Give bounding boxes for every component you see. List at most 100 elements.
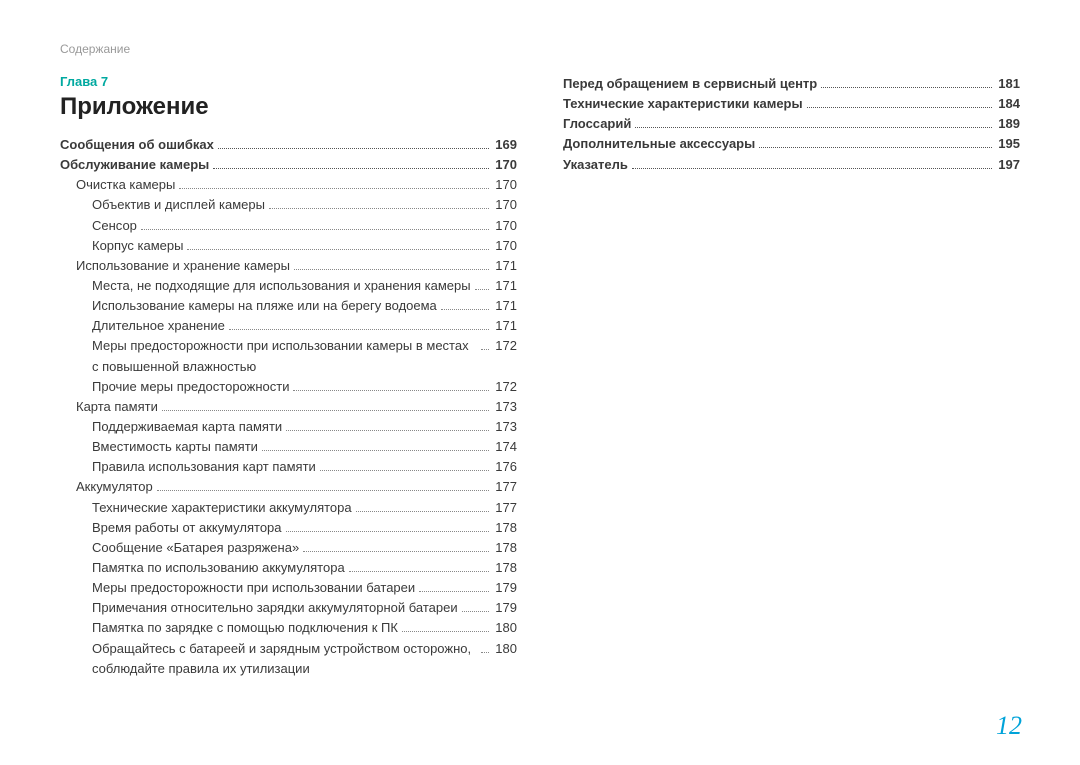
toc-dot-leader bbox=[349, 571, 490, 572]
toc-dot-leader bbox=[462, 611, 490, 612]
toc-entry-label: Обслуживание камеры bbox=[60, 155, 209, 175]
toc-entry[interactable]: Дополнительные аксессуары 195 bbox=[563, 134, 1020, 154]
toc-entry[interactable]: Сообщение «Батарея разряжена» 178 bbox=[60, 538, 517, 558]
toc-entry[interactable]: Сенсор 170 bbox=[60, 216, 517, 236]
toc-columns: Глава 7 Приложение Сообщения об ошибках1… bbox=[60, 74, 1020, 679]
toc-entry-page: 179 bbox=[493, 598, 517, 618]
toc-entry-page: 176 bbox=[493, 457, 517, 477]
toc-entry-page: 172 bbox=[493, 377, 517, 397]
toc-entry[interactable]: Глоссарий189 bbox=[563, 114, 1020, 134]
toc-entry[interactable]: Обращайтесь с батареей и зарядным устрой… bbox=[60, 639, 517, 679]
chapter-label: Глава 7 bbox=[60, 74, 517, 89]
toc-entry[interactable]: Поддерживаемая карта памяти173 bbox=[60, 417, 517, 437]
toc-dot-leader bbox=[294, 269, 489, 270]
toc-entry-page: 170 bbox=[493, 216, 517, 236]
toc-entry-label: Аккумулятор bbox=[76, 477, 153, 497]
toc-entry[interactable]: Длительное хранение171 bbox=[60, 316, 517, 336]
breadcrumb: Содержание bbox=[60, 42, 1020, 56]
toc-list-left: Сообщения об ошибках169Обслуживание каме… bbox=[60, 135, 517, 679]
toc-entry-label: Дополнительные аксессуары bbox=[563, 134, 755, 154]
toc-entry-page: 171 bbox=[493, 256, 517, 276]
toc-dot-leader bbox=[759, 147, 992, 148]
toc-entry-page: 195 bbox=[996, 134, 1020, 154]
page-number: 12 bbox=[996, 711, 1022, 741]
toc-entry[interactable]: Места, не подходящие для использования и… bbox=[60, 276, 517, 296]
toc-entry[interactable]: Карта памяти173 bbox=[60, 397, 517, 417]
toc-dot-leader bbox=[229, 329, 489, 330]
toc-list-right: Перед обращением в сервисный центр181Тех… bbox=[563, 74, 1020, 175]
toc-dot-leader bbox=[821, 87, 992, 88]
toc-entry[interactable]: Обслуживание камеры170 bbox=[60, 155, 517, 175]
toc-entry-page: 178 bbox=[493, 518, 517, 538]
toc-entry[interactable]: Технические характеристики камеры184 bbox=[563, 94, 1020, 114]
toc-entry-page: 169 bbox=[493, 135, 517, 155]
toc-entry-label: Сообщение «Батарея разряжена» bbox=[92, 538, 299, 558]
toc-dot-leader bbox=[441, 309, 490, 310]
toc-entry-page: 179 bbox=[493, 578, 517, 598]
toc-entry[interactable]: Объектив и дисплей камеры170 bbox=[60, 195, 517, 215]
toc-entry[interactable]: Памятка по зарядке с помощью подключения… bbox=[60, 618, 517, 638]
toc-entry[interactable]: Меры предосторожности при использовании … bbox=[60, 336, 517, 376]
right-column: Перед обращением в сервисный центр181Тех… bbox=[563, 74, 1020, 679]
toc-entry-label: Технические характеристики камеры bbox=[563, 94, 803, 114]
toc-entry[interactable]: Памятка по использованию аккумулятора 178 bbox=[60, 558, 517, 578]
toc-entry[interactable]: Указатель197 bbox=[563, 155, 1020, 175]
toc-entry-label: Сообщения об ошибках bbox=[60, 135, 214, 155]
toc-entry-label: Правила использования карт памяти bbox=[92, 457, 316, 477]
toc-entry-label: Использование и хранение камеры bbox=[76, 256, 290, 276]
toc-entry-page: 181 bbox=[996, 74, 1020, 94]
toc-entry[interactable]: Корпус камеры170 bbox=[60, 236, 517, 256]
toc-entry[interactable]: Вместимость карты памяти174 bbox=[60, 437, 517, 457]
toc-entry[interactable]: Технические характеристики аккумулятора1… bbox=[60, 498, 517, 518]
toc-entry-label: Очистка камеры bbox=[76, 175, 175, 195]
toc-dot-leader bbox=[269, 208, 489, 209]
toc-entry[interactable]: Перед обращением в сервисный центр 181 bbox=[563, 74, 1020, 94]
toc-entry-label: Глоссарий bbox=[563, 114, 631, 134]
toc-entry-page: 172 bbox=[493, 336, 517, 356]
toc-entry-label: Меры предосторожности при использовании … bbox=[92, 578, 415, 598]
toc-dot-leader bbox=[213, 168, 489, 169]
toc-entry-label: Памятка по использованию аккумулятора bbox=[92, 558, 345, 578]
toc-entry[interactable]: Аккумулятор 177 bbox=[60, 477, 517, 497]
toc-dot-leader bbox=[475, 289, 490, 290]
toc-dot-leader bbox=[218, 148, 489, 149]
toc-entry-label: Сенсор bbox=[92, 216, 137, 236]
toc-entry-page: 177 bbox=[493, 498, 517, 518]
toc-dot-leader bbox=[286, 531, 490, 532]
toc-dot-leader bbox=[286, 430, 489, 431]
toc-entry-label: Корпус камеры bbox=[92, 236, 183, 256]
toc-dot-leader bbox=[162, 410, 489, 411]
toc-entry-label: Памятка по зарядке с помощью подключения… bbox=[92, 618, 398, 638]
toc-entry-label: Использование камеры на пляже или на бер… bbox=[92, 296, 437, 316]
toc-entry-page: 178 bbox=[493, 558, 517, 578]
toc-entry-page: 171 bbox=[493, 296, 517, 316]
toc-entry-label: Перед обращением в сервисный центр bbox=[563, 74, 817, 94]
toc-entry-label: Поддерживаемая карта памяти bbox=[92, 417, 282, 437]
toc-entry-label: Примечания относительно зарядки аккумуля… bbox=[92, 598, 458, 618]
toc-entry[interactable]: Примечания относительно зарядки аккумуля… bbox=[60, 598, 517, 618]
toc-dot-leader bbox=[157, 490, 490, 491]
toc-entry-label: Указатель bbox=[563, 155, 628, 175]
toc-entry[interactable]: Сообщения об ошибках 169 bbox=[60, 135, 517, 155]
toc-entry[interactable]: Использование камеры на пляже или на бер… bbox=[60, 296, 517, 316]
toc-entry[interactable]: Время работы от аккумулятора 178 bbox=[60, 518, 517, 538]
toc-entry[interactable]: Использование и хранение камеры 171 bbox=[60, 256, 517, 276]
toc-dot-leader bbox=[356, 511, 490, 512]
toc-entry-page: 177 bbox=[493, 477, 517, 497]
toc-entry-page: 171 bbox=[493, 316, 517, 336]
toc-dot-leader bbox=[293, 390, 489, 391]
toc-entry-page: 174 bbox=[493, 437, 517, 457]
toc-entry-label: Прочие меры предосторожности bbox=[92, 377, 289, 397]
toc-entry[interactable]: Меры предосторожности при использовании … bbox=[60, 578, 517, 598]
toc-entry[interactable]: Прочие меры предосторожности 172 bbox=[60, 377, 517, 397]
toc-dot-leader bbox=[187, 249, 489, 250]
toc-entry-label: Время работы от аккумулятора bbox=[92, 518, 282, 538]
toc-entry[interactable]: Правила использования карт памяти 176 bbox=[60, 457, 517, 477]
toc-entry[interactable]: Очистка камеры170 bbox=[60, 175, 517, 195]
toc-entry-page: 178 bbox=[493, 538, 517, 558]
toc-entry-label: Места, не подходящие для использования и… bbox=[92, 276, 471, 296]
toc-dot-leader bbox=[635, 127, 992, 128]
toc-dot-leader bbox=[807, 107, 993, 108]
toc-dot-leader bbox=[632, 168, 992, 169]
toc-dot-leader bbox=[481, 652, 489, 653]
